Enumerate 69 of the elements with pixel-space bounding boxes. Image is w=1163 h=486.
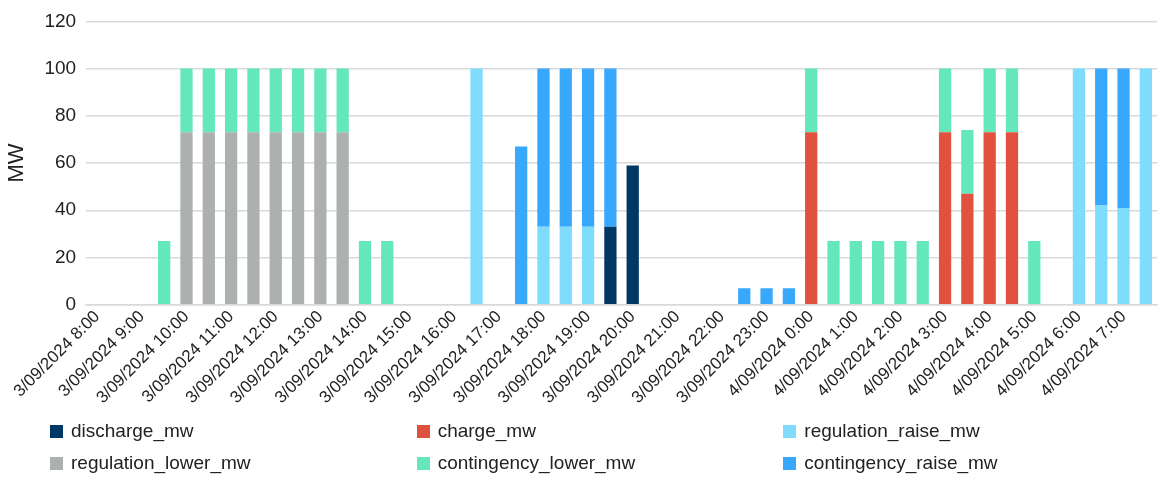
bar (626, 165, 639, 304)
bar (559, 68, 572, 227)
bar (961, 193, 974, 304)
bar (537, 226, 550, 304)
bar (1095, 68, 1108, 206)
bar (581, 226, 595, 304)
bar (559, 226, 572, 304)
bar (180, 68, 193, 133)
bar (224, 132, 238, 304)
bar (827, 240, 840, 304)
bar (1117, 207, 1130, 304)
bar (515, 146, 528, 304)
y-tick-label: 20 (54, 245, 77, 267)
y-tick-label: 120 (44, 9, 77, 31)
bar (782, 288, 796, 304)
bar (760, 288, 773, 304)
bar (247, 132, 260, 304)
legend-label: regulation_raise_mw (804, 420, 980, 442)
bar (291, 132, 305, 304)
bar (358, 240, 372, 304)
bar (224, 68, 238, 133)
bar (180, 132, 193, 304)
bar (336, 132, 349, 304)
y-tick-label: 40 (54, 198, 77, 220)
bar (738, 288, 751, 304)
bar (805, 132, 818, 304)
bar (1117, 68, 1130, 208)
y-tick-label: 100 (44, 56, 77, 78)
bar (158, 240, 171, 304)
bar (314, 132, 327, 304)
bar (537, 68, 550, 227)
bar (871, 240, 885, 304)
bar (894, 240, 907, 304)
legend-label: contingency_raise_mw (804, 452, 998, 474)
bar (604, 68, 617, 227)
bar (314, 68, 327, 133)
bar (983, 132, 996, 304)
bar (983, 68, 996, 133)
y-tick-label: 60 (54, 151, 77, 173)
legend-label: charge_mw (437, 420, 536, 442)
bar (1139, 68, 1152, 304)
bar (336, 68, 349, 133)
bar (604, 226, 617, 304)
legend-label: regulation_lower_mw (71, 452, 251, 474)
bar (938, 68, 952, 133)
legend-label: contingency_lower_mw (437, 452, 636, 474)
bar (961, 129, 974, 194)
bar (202, 68, 215, 133)
bar (916, 240, 929, 304)
bar (269, 68, 282, 133)
bar (291, 68, 305, 133)
y-tick-label: 0 (65, 292, 77, 314)
bar (202, 132, 215, 304)
legend-label: discharge_mw (71, 420, 194, 442)
y-axis-title: MW (3, 143, 29, 183)
bar (1095, 205, 1108, 304)
bar (849, 240, 862, 304)
bar (805, 68, 818, 133)
bar (938, 132, 952, 304)
bar (381, 240, 394, 304)
bar (269, 132, 282, 304)
bar (1072, 68, 1086, 304)
bar (1005, 68, 1019, 133)
bar (1005, 132, 1019, 304)
bar (1028, 240, 1041, 304)
bar (247, 68, 260, 133)
y-tick-label: 80 (54, 104, 77, 126)
bar (470, 68, 483, 304)
bar (581, 68, 595, 227)
